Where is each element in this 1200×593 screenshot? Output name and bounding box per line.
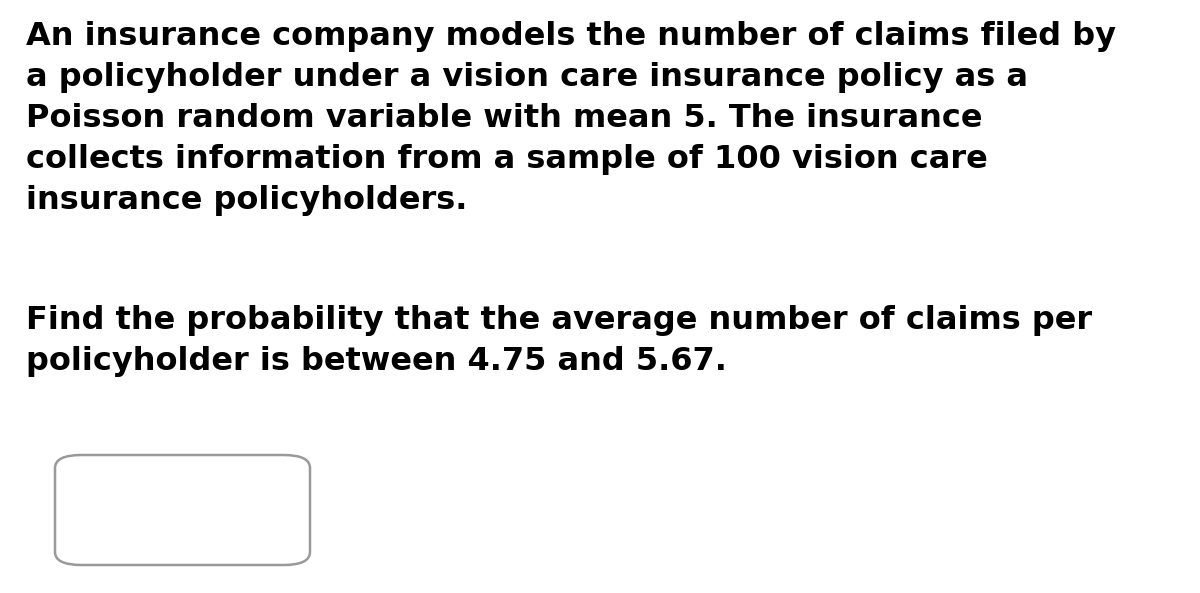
FancyBboxPatch shape — [55, 455, 310, 565]
Text: An insurance company models the number of claims filed by
a policyholder under a: An insurance company models the number o… — [26, 21, 1116, 216]
Text: Find the probability that the average number of claims per
policyholder is betwe: Find the probability that the average nu… — [26, 305, 1092, 378]
